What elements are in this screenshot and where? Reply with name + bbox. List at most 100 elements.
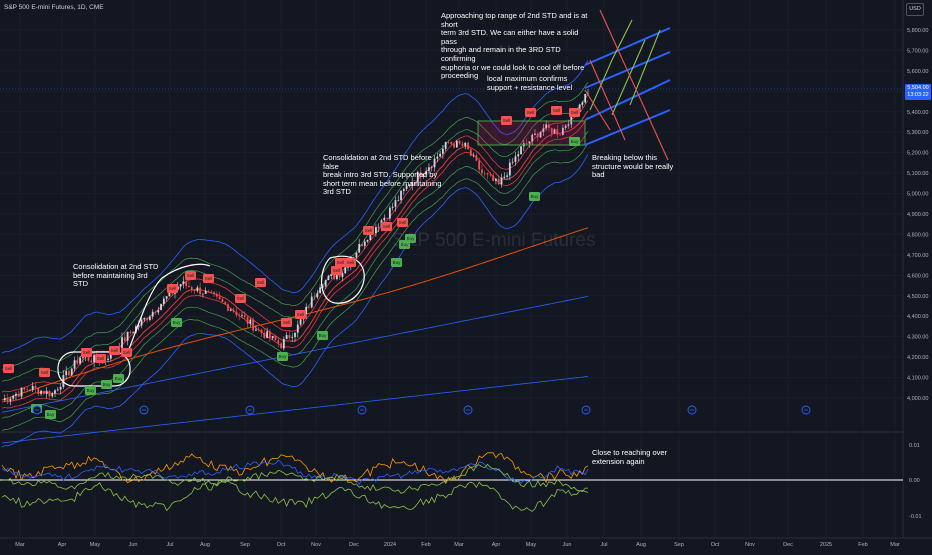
candle-body bbox=[539, 131, 542, 138]
candle-body bbox=[107, 358, 109, 360]
currency-button[interactable]: USD bbox=[906, 3, 924, 16]
projection-up-line bbox=[629, 29, 661, 106]
sell-signal-label: Sell bbox=[97, 356, 105, 361]
candle-body bbox=[9, 398, 12, 402]
candle-body bbox=[534, 133, 536, 135]
projection-up-line bbox=[611, 19, 633, 61]
candle-body bbox=[441, 148, 444, 154]
time-axis[interactable]: Mar Apr May Jun Jul Aug Sep Oct Nov Dec 2024 Feb Mar… bbox=[15, 542, 900, 548]
candle-body bbox=[207, 290, 210, 292]
symbol-title[interactable]: S&P 500 E-mini Futures, 1D, CME bbox=[4, 4, 104, 11]
long-lower-band-2 bbox=[1, 376, 589, 444]
time-axis-label: Dec bbox=[349, 542, 359, 548]
price-axis-label: 4,500.00 bbox=[907, 294, 928, 300]
sell-signal-label: Sell bbox=[257, 280, 265, 285]
candle-body bbox=[319, 287, 322, 294]
candle-body bbox=[397, 200, 400, 201]
price-axis-label: 4,700.00 bbox=[907, 253, 928, 259]
oscillator-axis-label: -0.01 bbox=[909, 514, 922, 520]
candle-body bbox=[536, 133, 539, 138]
buy-signal: Buy bbox=[317, 331, 328, 340]
sell-signal-label: Sell bbox=[383, 224, 391, 229]
sell-signal-label: Sell bbox=[237, 296, 245, 301]
candle-body bbox=[185, 281, 188, 287]
price-axis-label: 5,600.00 bbox=[907, 69, 928, 75]
candle-body bbox=[455, 140, 458, 148]
projection-channels bbox=[584, 9, 671, 161]
buy-signal-label: Buy bbox=[319, 333, 328, 338]
candle-body bbox=[165, 296, 168, 299]
buy-signal: Buy bbox=[171, 318, 182, 327]
time-axis-label: Dec bbox=[783, 542, 793, 548]
buy-signal: Buy bbox=[101, 380, 112, 389]
oscillator-pane bbox=[1, 452, 589, 512]
candle-body bbox=[188, 286, 190, 288]
buy-signal-label: Buy bbox=[115, 376, 124, 381]
candle-body bbox=[358, 244, 361, 253]
candle-body bbox=[377, 226, 380, 228]
projection-channel-line bbox=[584, 79, 671, 121]
candle-body bbox=[313, 296, 316, 298]
sell-signal-box bbox=[363, 226, 374, 235]
candle-body bbox=[578, 104, 581, 112]
candle-body bbox=[414, 182, 416, 183]
sell-signal-box bbox=[167, 284, 178, 293]
sell-signal-label: Sell bbox=[571, 110, 579, 115]
candle-body bbox=[467, 142, 469, 150]
buy-signal: Buy bbox=[113, 374, 124, 383]
candle-body bbox=[503, 176, 506, 178]
projection-channel-line bbox=[584, 27, 671, 66]
buy-signal: Buy bbox=[85, 386, 96, 395]
candle-body bbox=[553, 129, 556, 134]
sell-signal-label: Sell bbox=[503, 118, 511, 123]
time-axis-label: Aug bbox=[200, 542, 210, 548]
candle-body bbox=[224, 301, 227, 305]
candle-body bbox=[121, 337, 123, 348]
price-axis[interactable]: 5,800.005,700.005,600.005,500.005,400.00… bbox=[907, 28, 928, 402]
candle-body bbox=[235, 311, 238, 316]
candle-body bbox=[388, 207, 391, 219]
candle-body bbox=[478, 160, 481, 170]
second-std-band bbox=[1, 82, 589, 370]
candle-body bbox=[447, 142, 450, 143]
candle-body bbox=[517, 154, 520, 157]
candle-body bbox=[151, 311, 154, 317]
sell-signal: Sell bbox=[81, 348, 92, 357]
time-axis-label: Jul bbox=[600, 542, 607, 548]
oscillator-axis[interactable]: 0.01 0.00 -0.01 bbox=[909, 443, 922, 520]
sell-signal: Sell bbox=[39, 368, 50, 377]
candle-body bbox=[330, 274, 333, 276]
buy-signal-label: Buy bbox=[531, 194, 540, 199]
candle-body bbox=[444, 142, 447, 149]
time-axis-label: Oct bbox=[711, 542, 720, 548]
bar-countdown: 13:03:22 bbox=[907, 92, 929, 98]
sell-signal-box bbox=[255, 278, 266, 287]
candle-body bbox=[56, 389, 59, 391]
candle-body bbox=[567, 124, 570, 126]
buy-signal-label: Buy bbox=[401, 242, 410, 247]
price-axis-label: 5,100.00 bbox=[907, 171, 928, 177]
sell-signal-box bbox=[109, 346, 120, 355]
candle-body bbox=[42, 390, 45, 395]
candle-body bbox=[335, 274, 338, 280]
price-axis-label: 4,200.00 bbox=[907, 355, 928, 361]
third-std-band bbox=[1, 154, 589, 448]
candle-body bbox=[215, 294, 218, 297]
candle-body bbox=[296, 324, 299, 333]
candle-body bbox=[383, 217, 386, 221]
time-axis-label: Jun bbox=[129, 542, 138, 548]
buy-signal-box bbox=[101, 380, 112, 389]
sell-signal: Sell bbox=[109, 346, 120, 355]
sell-signal-label: Sell bbox=[365, 228, 373, 233]
candle-body bbox=[274, 336, 277, 341]
oscillator-axis-label: 0.00 bbox=[909, 478, 920, 484]
candle-body bbox=[344, 267, 347, 274]
candle-body bbox=[34, 385, 37, 388]
candle-body bbox=[525, 143, 528, 145]
price-axis-label: 5,000.00 bbox=[907, 192, 928, 198]
price-axis-label: 5,400.00 bbox=[907, 110, 928, 116]
candle-body bbox=[227, 304, 229, 311]
candle-body bbox=[241, 315, 243, 316]
